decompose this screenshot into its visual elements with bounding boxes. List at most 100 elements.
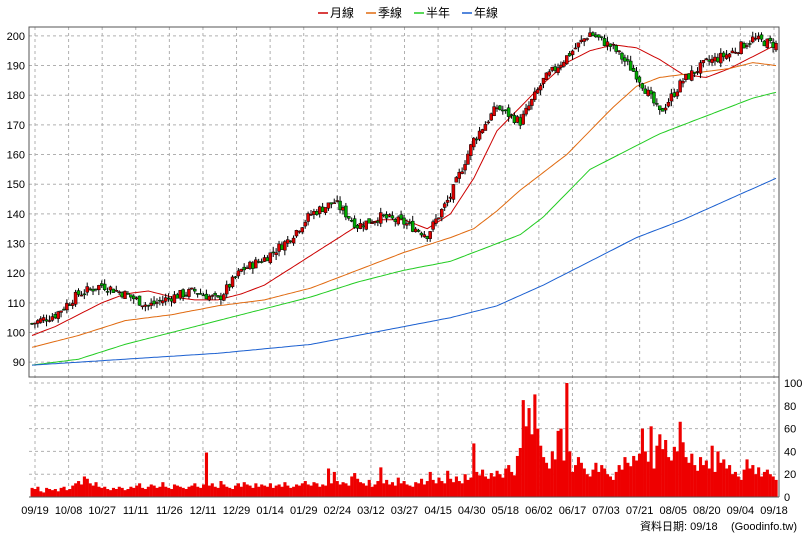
volume-bar [260,484,264,497]
candle [146,304,150,311]
volume-bar [585,474,589,497]
candle-body [402,217,406,225]
volume-bar [495,470,499,497]
price-tick-label: 130 [7,239,25,251]
candle-body [242,266,246,271]
candle [123,290,127,299]
volume-bar [533,394,537,497]
price-tick-label: 110 [7,298,25,310]
volume-bar [271,487,275,497]
candle [149,298,153,310]
volume-bar [576,457,581,497]
candle [381,214,386,218]
candle-body [567,53,572,57]
volume-bar [521,400,525,497]
volume-bar [600,465,604,497]
candle [364,220,368,231]
volume-bar [361,483,365,497]
candle-body [364,220,368,230]
candle [689,65,694,82]
volume-bar [300,483,304,497]
candle-body [294,230,299,237]
date-tick-label: 09/19 [21,505,49,517]
candle [230,275,235,289]
candle [355,224,360,233]
candle [47,315,52,323]
candle-body [120,292,124,298]
candle [274,248,278,260]
price-tick-label: 90 [13,357,25,369]
candle-body [428,231,432,239]
price-panel-frame [28,26,780,378]
volume-bar [324,485,328,497]
candle [280,241,284,250]
candle [184,291,188,298]
volume-bar [390,482,395,497]
volume-bar [248,485,252,497]
candle [233,275,238,280]
candle [460,167,464,175]
candle-body [733,51,738,54]
volume-bar [245,484,249,497]
candle-body [716,57,720,62]
candle-body [161,300,165,304]
candle [410,215,415,233]
candle [256,258,261,264]
legend-label: 季線 [378,5,402,20]
volume-bar [190,485,194,497]
candle-body [137,295,142,306]
candle-body [663,107,668,111]
candle [41,314,46,324]
candle [111,288,116,293]
candle-body [515,116,520,123]
candle-body [579,39,584,42]
candle [739,41,743,55]
date-tick-label: 07/03 [592,505,620,517]
candle [480,128,485,134]
volume-bar [77,481,81,497]
candle-body [608,43,613,47]
volume-bar [303,481,307,497]
volume-bar [213,486,217,497]
candle-body [291,237,296,244]
date-tick-label: 06/02 [525,505,553,517]
candle [751,31,755,44]
candle [724,50,729,60]
date-tick-label: 07/21 [626,505,654,517]
candle-body [524,107,528,115]
date-tick-label: 10/27 [88,505,116,517]
volume-bar [184,489,188,497]
candle [596,34,601,41]
candle-body [660,108,665,112]
volume-bar [701,465,705,497]
candle [562,60,566,68]
volume-bar [47,489,52,497]
candle [501,105,505,115]
candle-body [422,234,427,238]
volume-bar [748,468,752,497]
volume-bar [370,486,374,497]
candle-body [582,38,586,42]
volume-bar [332,471,336,497]
candle [358,218,363,230]
volume-bar [754,474,758,497]
legend-label: 月線 [330,5,354,20]
volume-bar [344,483,348,497]
volume-bar [204,452,209,497]
volume-bar [187,486,191,497]
candle [448,193,453,203]
candle-body [338,200,342,211]
candle [245,265,249,269]
candle [576,42,581,52]
candle [326,202,331,211]
volume-bar [312,482,316,497]
candle-body [474,138,479,141]
candle-body [297,230,302,233]
volume-bar [460,483,464,497]
candle-body [687,73,691,80]
candle-body [565,55,569,65]
candle-body [559,64,563,68]
volume-bar [309,485,313,497]
volume-bar [617,465,621,497]
volume-bar [138,483,142,497]
